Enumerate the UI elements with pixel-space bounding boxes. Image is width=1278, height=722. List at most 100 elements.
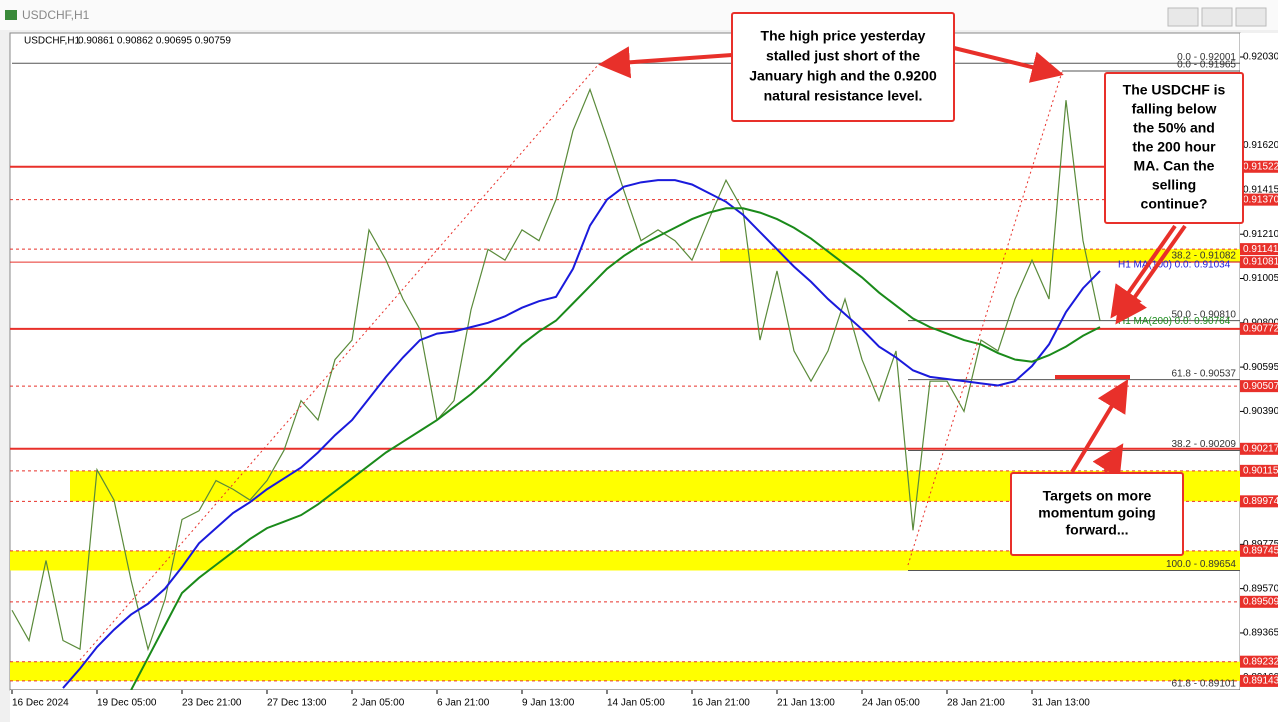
close-button[interactable] [1235,7,1267,27]
y-tick-label: 0.91620 [1243,140,1278,151]
annotation-text: January high and the 0.9200 [749,68,937,84]
annotation-text: the 200 hour [1132,139,1216,155]
fib-label: 61.8 - 0.89101 [1172,679,1237,690]
legend-entry: H1 MA(200) 0.0: 0.90764 [1118,316,1231,327]
ohlc: 0.90861 0.90862 0.90695 0.90759 [78,36,231,47]
window-icon [5,10,17,20]
price-tag [1240,495,1278,508]
annotation-text: falling below [1132,101,1217,117]
maximize-button[interactable] [1201,7,1233,27]
price-tag [1240,655,1278,668]
fib-label: 61.8 - 0.90537 [1172,368,1237,379]
x-tick-label: 23 Dec 21:00 [182,698,242,709]
annotation-text: continue? [1141,196,1208,212]
price-line [11,87,1101,652]
y-tick-label: 0.89775 [1243,539,1278,550]
annotation-text: The USDCHF is [1123,82,1226,98]
annotation-box [731,12,955,122]
price-tag [1240,256,1278,269]
fib-trend-line [907,71,1063,566]
price-tag [1240,464,1278,477]
price-tag [1240,674,1278,687]
time-axis [10,690,1278,722]
x-tick-label: 16 Dec 2024 [12,698,69,709]
fib-label: 38.2 - 0.91082 [1172,251,1237,262]
y-tick-label: 0.90595 [1243,362,1278,373]
arrows [598,46,1187,479]
x-tick-label: 24 Jan 05:00 [862,698,920,709]
price-tag [1240,595,1278,608]
zone [10,661,1240,681]
annotation-text: momentum going [1038,505,1155,521]
arrow [1070,379,1129,474]
fib-label: 100.0 - 0.89654 [1166,559,1236,570]
price-tag-label: 0.90772 [1243,324,1278,335]
arrow [1092,443,1124,479]
moving-average [130,207,1101,690]
price-tag-label: 0.91522 [1243,161,1278,172]
x-tick-label: 16 Jan 21:00 [692,698,750,709]
price-tag [1240,322,1278,335]
symbol: USDCHF,H1 [24,36,81,47]
price-tag-label: 0.91370 [1243,194,1278,205]
price-tag [1240,544,1278,557]
annotation-text: stalled just short of the [766,48,920,64]
zone [10,550,1240,571]
arrow [953,46,1064,83]
window-title: USDCHF,H1 [22,8,90,22]
y-tick-label: 0.92030 [1243,52,1278,63]
annotation-text: The high price yesterday [761,28,926,44]
annotation-text: MA. Can the [1134,158,1215,174]
x-tick-label: 14 Jan 05:00 [607,698,665,709]
price-tag [1240,380,1278,393]
x-tick-label: 2 Jan 05:00 [352,698,405,709]
annotation-text: the 50% and [1133,120,1215,136]
arrow [598,46,733,79]
y-tick-label: 0.91210 [1243,229,1278,240]
y-tick-label: 0.90390 [1243,406,1278,417]
title-bar [0,0,1278,30]
fib-label: 38.2 - 0.90209 [1172,439,1237,450]
y-tick-label: 0.89570 [1243,583,1278,594]
annotation-text: Targets on more [1043,488,1152,504]
annotation-text: selling [1152,177,1196,193]
price-tag-label: 0.89232 [1243,656,1278,667]
price-tag-label: 0.89974 [1243,496,1278,507]
price-tag-label: 0.90507 [1243,381,1278,392]
x-tick-label: 27 Dec 13:00 [267,698,327,709]
x-tick-label: 21 Jan 13:00 [777,698,835,709]
annotation-text: forward... [1065,522,1128,538]
fib-label: 50.0 - 0.90810 [1172,309,1237,320]
fib-trend-lines [79,64,1063,661]
legend-entry: H1 MA(100) 0.0: 0.91034 [1118,260,1231,271]
minimize-button[interactable] [1167,7,1199,27]
fib-trend-line [79,64,599,661]
annotation-box [1104,72,1244,224]
price-tag-label: 0.89509 [1243,596,1278,607]
x-tick-label: 9 Jan 13:00 [522,698,575,709]
annotation-box [1010,472,1184,556]
price-tag-label: 0.90217 [1243,443,1278,454]
price-tag [1240,243,1278,256]
moving-average [62,179,1101,689]
price-tag [1240,442,1278,455]
y-tick-label: 0.89365 [1243,628,1278,639]
x-tick-label: 31 Jan 13:00 [1032,698,1090,709]
price-tag-label: 0.91141 [1243,244,1278,255]
x-tick-label: 19 Dec 05:00 [97,698,157,709]
plot-area [9,32,1241,691]
price-tag-label: 0.91081 [1243,257,1278,268]
price-tag-label: 0.89745 [1243,545,1278,556]
price-tag-label: 0.90115 [1243,465,1278,476]
price-tag [1240,160,1278,173]
arrow [1115,224,1187,325]
x-tick-label: 6 Jan 21:00 [437,698,490,709]
annotation-text: natural resistance level. [764,88,923,104]
price-tag [1240,193,1278,206]
x-tick-label: 28 Jan 21:00 [947,698,1005,709]
y-tick-label: 0.91005 [1243,273,1278,284]
y-tick-label: 0.91415 [1243,185,1278,196]
price-axis [1240,33,1278,690]
fib-label: 0.0 - 0.92001 [1177,52,1236,63]
